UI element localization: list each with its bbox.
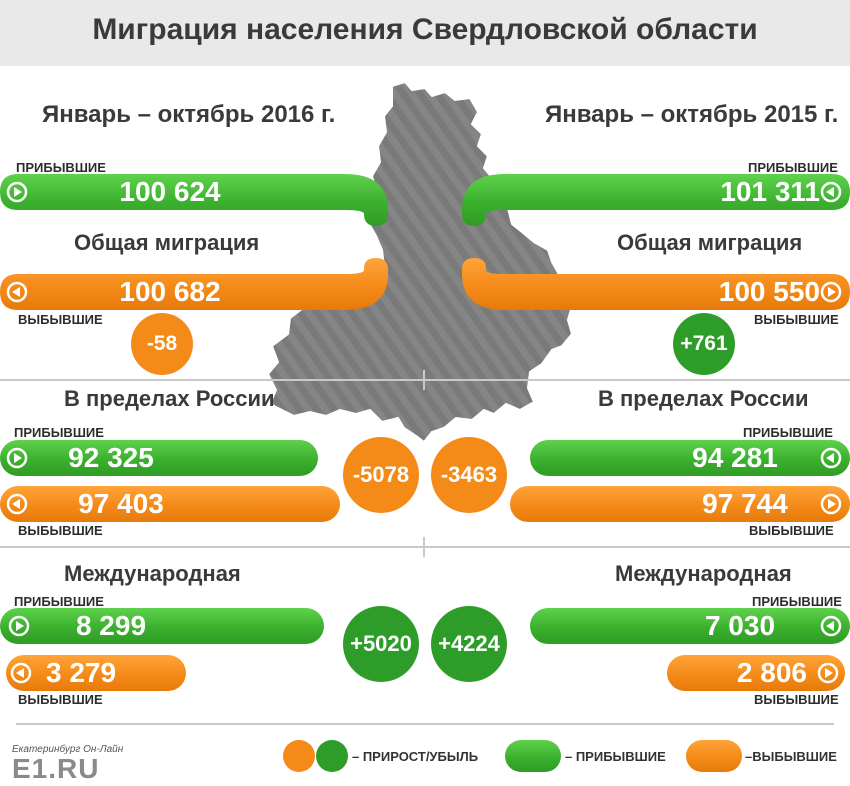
total-balance-2016-value: -58 — [146, 332, 178, 355]
intl-departed-2016-bar: 3 279 — [6, 655, 186, 691]
page-title: Миграция населения Свердловской области — [92, 13, 758, 46]
logo-caption: Екатеринбург Он-Лайн — [12, 744, 124, 755]
label-arrived-2016-russia: ПРИБЫВШИЕ — [14, 425, 104, 440]
divider-tick — [423, 370, 425, 390]
legend-arrived-label: – ПРИБЫВШИЕ — [565, 749, 666, 764]
section-intl-left: Международная — [64, 561, 241, 586]
total-arrived-2015-bar-shape — [462, 174, 850, 226]
intl-arrived-2016-value: 8 299 — [75, 610, 147, 641]
intl-arrived-2015-bar: 7 030 — [530, 608, 850, 644]
label-departed-2016-russia: ВЫБЫВШИЕ — [18, 523, 103, 538]
total-arrived-2015-bar: 101 311 — [500, 174, 850, 210]
logo-brand: E1.RU — [12, 753, 100, 784]
total-departed-2016-bar-shape — [0, 258, 388, 310]
play-right-icon — [820, 493, 842, 515]
section-total-left: Общая миграция — [74, 230, 260, 255]
label-departed-2016-intl: ВЫБЫВШИЕ — [18, 692, 103, 707]
total-arrived-2016-bar-shape — [0, 174, 388, 226]
total-arrived-2016-bar: 100 624 — [0, 174, 350, 210]
russia-departed-2016-bar: 97 403 — [0, 486, 340, 522]
total-arrived-2016-value: 100 624 — [119, 176, 221, 207]
russia-arrived-2016-value: 92 325 — [68, 442, 154, 473]
label-departed-2015-russia: ВЫБЫВШИЕ — [749, 523, 834, 538]
total-departed-2015-bar-shape — [462, 258, 850, 310]
divider-line — [0, 546, 850, 548]
russia-balance-2016-circle: -5078 — [343, 437, 419, 513]
logo: Екатеринбург Он-Лайн E1.RU — [12, 744, 123, 783]
play-right-icon — [6, 181, 28, 203]
russia-departed-2016-value: 97 403 — [78, 488, 164, 519]
legend-departed-label: –ВЫБЫВШИЕ — [745, 749, 837, 764]
intl-departed-2016-value: 3 279 — [46, 657, 117, 688]
play-left-icon — [820, 447, 842, 469]
play-left-icon — [10, 662, 32, 684]
section-russia-right: В пределах России — [598, 386, 809, 411]
intl-balance-2016-value: +5020 — [350, 631, 412, 656]
section-intl-right: Международная — [615, 561, 792, 586]
intl-arrived-2016-bar: 8 299 — [0, 608, 324, 644]
intl-departed-2015-bar: 2 806 — [667, 655, 845, 691]
period-2016-title: Январь – октябрь 2016 г. — [42, 101, 336, 128]
label-departed-2016-total: ВЫБЫВШИЕ — [18, 312, 103, 327]
russia-balance-2015-circle: -3463 — [431, 437, 507, 513]
play-right-icon — [820, 281, 842, 303]
legend-green-circle — [316, 740, 348, 772]
russia-balance-2015-value: -3463 — [440, 462, 498, 487]
play-right-icon — [6, 447, 28, 469]
legend-growth-label: – ПРИРОСТ/УБЫЛЬ — [352, 749, 479, 764]
russia-arrived-2015-bar: 94 281 — [530, 440, 850, 476]
label-arrived-2016-intl: ПРИБЫВШИЕ — [14, 594, 104, 609]
play-left-icon — [6, 281, 28, 303]
legend-orange-circle — [283, 740, 315, 772]
label-departed-2015-total: ВЫБЫВШИЕ — [754, 312, 839, 327]
legend-departed-swatch — [686, 740, 742, 772]
total-departed-2016-bar: 100 682 — [0, 274, 350, 310]
intl-balance-2015-value: +4224 — [438, 631, 500, 656]
russia-arrived-2016-bar: 92 325 — [0, 440, 318, 476]
russia-balance-2016-value: -5078 — [352, 462, 410, 487]
label-arrived-2015-total: ПРИБЫВШИЕ — [748, 160, 838, 175]
play-left-icon — [820, 615, 842, 637]
period-2015-title: Январь – октябрь 2015 г. — [545, 101, 839, 128]
section-total-right: Общая миграция — [617, 230, 803, 255]
play-right-icon — [817, 662, 839, 684]
russia-departed-2015-bar: 97 744 — [510, 486, 850, 522]
label-arrived-2015-russia: ПРИБЫВШИЕ — [743, 425, 833, 440]
total-arrived-2015-value: 101 311 — [720, 176, 820, 207]
russia-arrived-2015-value: 94 281 — [692, 442, 778, 473]
divider-line — [0, 379, 850, 381]
intl-arrived-2015-value: 7 030 — [704, 610, 776, 641]
play-left-icon — [6, 493, 28, 515]
header: Миграция населения Свердловской области — [0, 0, 850, 66]
total-departed-2016-value: 100 682 — [119, 276, 221, 307]
label-arrived-2016-total: ПРИБЫВШИЕ — [16, 160, 106, 175]
total-balance-2016-circle: -58 — [131, 313, 193, 375]
play-left-icon — [820, 181, 842, 203]
label-departed-2015-intl: ВЫБЫВШИЕ — [754, 692, 839, 707]
divider-line — [16, 723, 834, 725]
label-arrived-2015-intl: ПРИБЫВШИЕ — [752, 594, 842, 609]
intl-balance-2015-circle: +4224 — [431, 606, 507, 682]
legend-arrived-swatch — [505, 740, 561, 772]
play-right-icon — [8, 615, 30, 637]
intl-departed-2015-value: 2 806 — [736, 657, 807, 688]
divider-tick — [423, 537, 425, 557]
total-balance-2015-value: +761 — [680, 332, 728, 355]
section-russia-left: В пределах России — [64, 386, 275, 411]
intl-balance-2016-circle: +5020 — [343, 606, 419, 682]
total-departed-2015-value: 100 550 — [718, 276, 820, 307]
total-departed-2015-bar: 100 550 — [500, 274, 850, 310]
russia-departed-2015-value: 97 744 — [702, 488, 788, 519]
total-balance-2015-circle: +761 — [673, 313, 735, 375]
